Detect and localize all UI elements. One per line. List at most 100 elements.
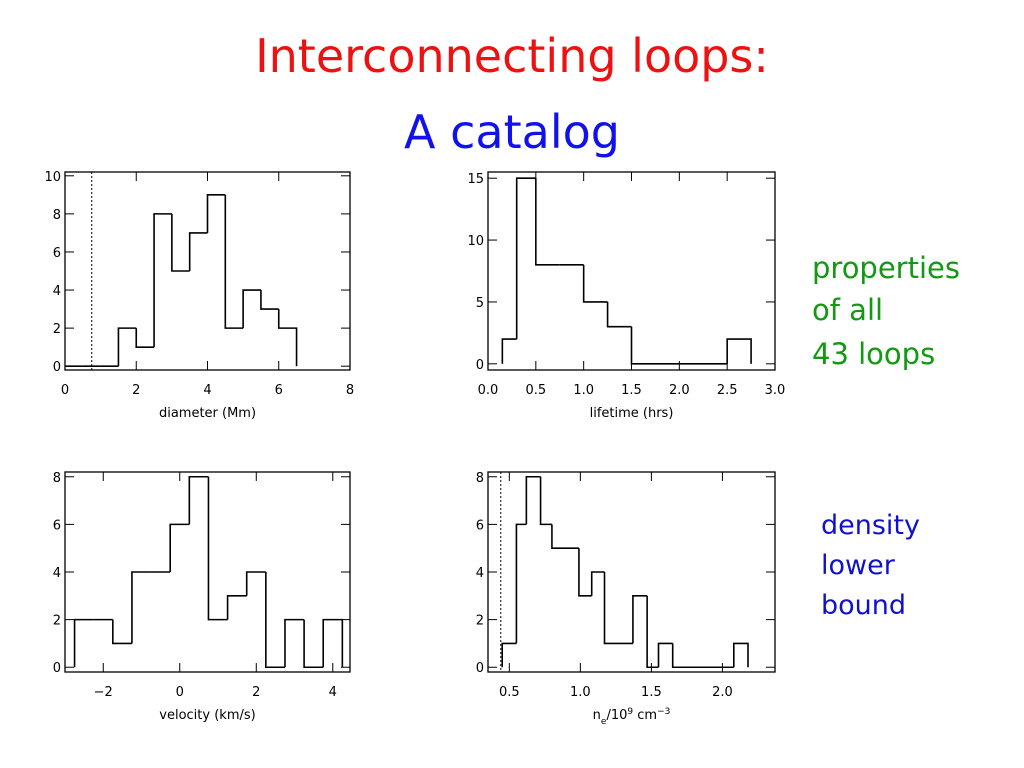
x-tick-label: 0.5	[525, 383, 546, 398]
histogram-bin	[169, 523, 190, 572]
y-tick-label: 8	[476, 471, 484, 486]
histogram-bin	[525, 475, 541, 525]
histogram-bin	[322, 618, 344, 668]
histogram-bin	[582, 264, 608, 303]
plot-frame	[64, 471, 351, 673]
histogram-bin	[630, 326, 728, 365]
x-tick-label: 2	[132, 383, 140, 398]
histogram-bin	[603, 572, 633, 645]
histogram-bin	[135, 328, 155, 348]
x-tick-label: 1.5	[641, 685, 662, 700]
y-tick-label: 2	[53, 614, 61, 629]
x-tick-label: 1.0	[573, 383, 594, 398]
note-line: 43 loops	[812, 337, 935, 371]
histogram-bin	[535, 178, 560, 266]
histogram-bin	[646, 595, 659, 669]
histogram-bin	[188, 232, 208, 271]
y-tick-label: 2	[53, 322, 61, 337]
histogram-bin	[303, 619, 324, 669]
slide-title: Interconnecting loops:	[255, 29, 769, 83]
y-tick-label: 0	[476, 661, 484, 676]
y-tick-label: 10	[467, 234, 484, 249]
histogram-chart: 0 2 4 6 8 10 0 2 4 6 8 diameter (Mm)	[44, 170, 354, 421]
x-tick-label: 2.5	[717, 383, 738, 398]
charts: 0 2 4 6 8 10 0 2 4 6 8 diameter (Mm) 0 5 10 15 0.0 0.5 1.0…	[44, 170, 785, 727]
x-tick-label: 4	[329, 685, 337, 700]
y-tick-label: 0	[53, 661, 61, 676]
histogram-bin	[188, 475, 209, 525]
note-line: properties	[812, 251, 960, 285]
histogram-chart: 0 2 4 6 8 −2 0 2 4 velocity (km/s)	[53, 471, 351, 723]
note-line: of all	[812, 293, 883, 327]
histogram-bin	[501, 338, 517, 364]
histogram-bin	[551, 524, 579, 549]
histogram-bin	[242, 289, 261, 329]
histogram-bin	[590, 571, 605, 596]
x-axis-label-part: 9	[627, 707, 633, 717]
x-tick-label: 4	[203, 383, 211, 398]
histogram-bin	[515, 177, 536, 340]
y-tick-label: 8	[53, 471, 61, 486]
histogram-bin	[726, 338, 752, 364]
histogram-bin	[207, 476, 228, 621]
histogram-bin	[501, 642, 517, 668]
histogram-bin	[657, 642, 673, 668]
histogram-bin	[671, 643, 734, 669]
x-axis-label: lifetime (hrs)	[590, 406, 674, 421]
histogram-bin	[226, 595, 247, 620]
histogram-chart: 0 5 10 15 0.0 0.5 1.0 1.5 2.0 2.5 3.0 lifetime (hrs…	[467, 171, 786, 421]
histogram-bin	[112, 619, 132, 645]
histogram-bin	[606, 301, 632, 328]
histogram-bin	[171, 213, 190, 272]
histogram-bin	[224, 194, 244, 329]
x-tick-label: 3.0	[765, 383, 786, 398]
histogram-bin	[153, 213, 172, 348]
x-tick-label: 6	[275, 383, 283, 398]
y-tick-label: 10	[44, 170, 61, 185]
y-tick-label: 2	[476, 614, 484, 629]
y-tick-label: 0	[53, 360, 61, 375]
histogram-bin	[539, 476, 552, 526]
histogram-bin	[206, 194, 226, 233]
y-tick-label: 6	[53, 518, 61, 533]
x-tick-label: 1.0	[570, 685, 591, 700]
y-tick-label: 4	[53, 284, 61, 299]
note-line: density	[821, 510, 920, 541]
x-axis-label-part: cm	[633, 708, 657, 723]
x-tick-label: −2	[94, 685, 113, 700]
histogram-bin	[245, 571, 266, 596]
histogram-bin	[277, 309, 298, 367]
histogram-bin	[632, 595, 648, 644]
x-tick-label: 8	[346, 383, 354, 398]
y-tick-label: 5	[476, 296, 484, 311]
histogram-bin	[73, 618, 94, 668]
note-line: bound	[821, 590, 906, 621]
x-tick-label: 2.0	[712, 685, 733, 700]
y-tick-label: 4	[53, 566, 61, 581]
x-axis-label-part: e	[601, 717, 607, 727]
x-tick-label: 0	[176, 685, 184, 700]
histogram-bin	[732, 642, 749, 668]
x-tick-label: 2.0	[669, 383, 690, 398]
histogram-bin	[284, 618, 305, 668]
plot-frame	[487, 471, 776, 673]
y-tick-label: 4	[476, 566, 484, 581]
y-tick-label: 8	[53, 208, 61, 223]
histogram-bin	[265, 572, 285, 669]
x-tick-label: 2	[252, 685, 260, 700]
x-axis-label-part: n	[593, 708, 601, 723]
x-axis-label: diameter (Mm)	[159, 406, 256, 421]
histogram-chart: 0 2 4 6 8 0.5 1.0 1.5 2.0 ne/109 cm−3	[476, 471, 776, 727]
y-tick-label: 6	[53, 246, 61, 261]
x-axis-label-part: /10	[606, 708, 627, 723]
x-tick-label: 0	[61, 383, 69, 398]
x-tick-label: 1.5	[621, 383, 642, 398]
histogram-bin	[117, 327, 137, 367]
x-axis-label: ne/109 cm−3	[593, 707, 671, 727]
y-tick-label: 6	[476, 518, 484, 533]
histogram-bin	[260, 290, 279, 310]
histogram-bin	[515, 523, 527, 644]
slide-subtitle: A catalog	[404, 105, 620, 159]
